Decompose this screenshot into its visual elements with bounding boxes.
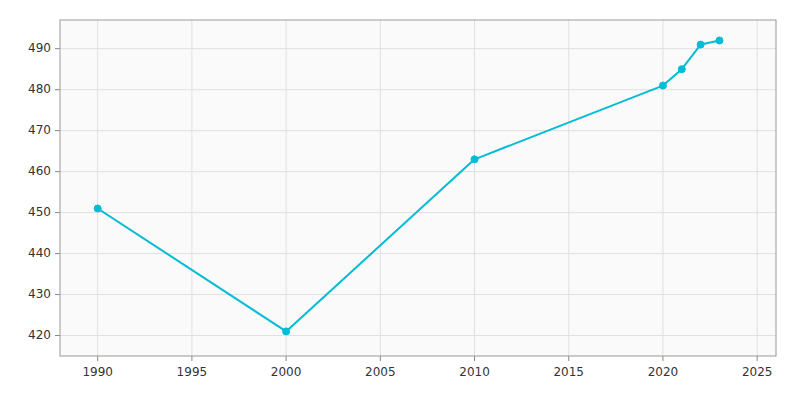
y-tick [55,335,60,336]
x-grid-line [662,20,663,356]
axes: 420 430 440 450 460 470 480 490 1990 1995 2000 2005… [28,41,772,379]
x-grid-line [757,20,758,356]
y-tick-label: 420 [28,328,51,342]
y-grid-line [60,171,776,172]
x-tick-label: 2020 [648,365,679,379]
y-tick [55,130,60,131]
x-tick [97,356,98,361]
x-tick [662,356,663,361]
x-grid-line [380,20,381,356]
y-tick-label: 440 [28,246,51,260]
y-tick-label: 480 [28,82,51,96]
data-point [94,205,101,212]
x-grid-line [474,20,475,356]
y-grid-line [60,89,776,90]
data-point [471,156,478,163]
data-line [98,40,720,331]
x-tick [568,356,569,361]
y-tick [55,89,60,90]
data-point [283,328,290,335]
y-tick [55,48,60,49]
x-grid-line [568,20,569,356]
y-grid-line [60,294,776,295]
plot-background [60,20,776,356]
x-tick-label: 2005 [365,365,396,379]
y-tick [55,294,60,295]
y-tick [55,171,60,172]
y-grid-line [60,48,776,49]
plot-frame [60,20,776,356]
data-point [678,66,685,73]
y-tick-label: 470 [28,123,51,137]
y-tick-label: 450 [28,205,51,219]
x-tick [191,356,192,361]
x-tick-label: 2000 [271,365,302,379]
x-tick-label: 2010 [459,365,490,379]
x-grid-line [191,20,192,356]
x-tick [757,356,758,361]
chart: 420 430 440 450 460 470 480 490 1990 1995 2000 2005… [0,0,800,400]
x-tick [286,356,287,361]
y-tick [55,212,60,213]
data-point [659,82,666,89]
data-point [716,37,723,44]
x-tick-label: 1995 [177,365,208,379]
y-grid-line [60,335,776,336]
x-tick-label: 1990 [82,365,113,379]
y-grid-line [60,130,776,131]
y-tick [55,253,60,254]
data-point [697,41,704,48]
x-tick-label: 2015 [553,365,584,379]
x-tick-label: 2025 [742,365,773,379]
y-tick-label: 460 [28,164,51,178]
x-tick [474,356,475,361]
page: {"chart_data": {"type": "line", "x": [19… [0,0,800,400]
x-grid-line [286,20,287,356]
grid [60,20,776,356]
y-tick-label: 490 [28,41,51,55]
x-tick [380,356,381,361]
x-grid-line [97,20,98,356]
y-tick-label: 430 [28,287,51,301]
data [94,37,723,335]
